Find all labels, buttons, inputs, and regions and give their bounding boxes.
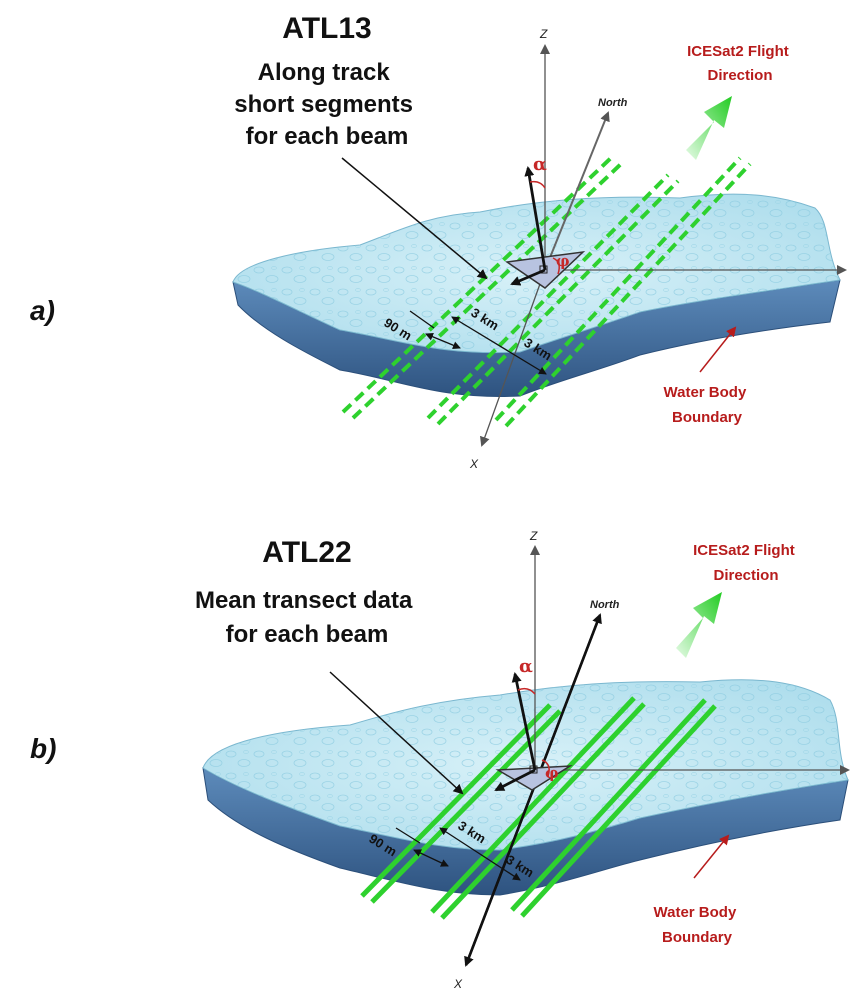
beam-track [351, 161, 624, 420]
phi-arc [541, 759, 550, 777]
coordinate-axes [464, 545, 850, 967]
boundary-pointer [693, 834, 730, 879]
flight-direction-label: ICESat2 Flight Direction [693, 542, 799, 584]
north-label: North [598, 97, 628, 109]
z-axis-label: Z [539, 27, 548, 41]
alpha-label: α [519, 656, 533, 677]
flight-direction-arrow [686, 96, 732, 160]
subtitle-line: Along track [258, 59, 391, 86]
alpha-arc [517, 687, 536, 695]
phi-label: φ [545, 764, 559, 782]
dimension-markers [409, 310, 547, 375]
beam-track [494, 156, 742, 422]
boundary-label: Water Body Boundary [664, 384, 751, 426]
panel-subtitle: Along track short segments for each beam [234, 59, 419, 150]
beam-vector-2 [510, 268, 546, 286]
north-label: North [590, 599, 620, 611]
panel-title: ATL22 [262, 536, 351, 569]
coordinate-axes [480, 44, 847, 447]
boundary-pointer [699, 326, 737, 373]
boundary-label: Water Body Boundary [654, 904, 741, 946]
panel-subtitle: Mean transect data for each beam [195, 587, 419, 648]
x-axis-label: X [453, 977, 463, 991]
beam-track [520, 704, 717, 918]
alpha-arc [529, 180, 546, 189]
title-pointer [341, 157, 488, 280]
beam-vector-2 [494, 768, 536, 792]
x-axis-label: X [469, 457, 479, 471]
phi-label: φ [556, 252, 570, 270]
beam-track [440, 702, 646, 920]
subtitle-line: short segments [234, 91, 413, 118]
subtitle-line: for each beam [246, 123, 409, 150]
panel-letter: a) [30, 295, 55, 326]
title-line: ATL13 [282, 12, 371, 45]
north-arrow [544, 111, 610, 271]
subtitle-line: for each beam [226, 621, 389, 648]
flight-direction-label: ICESat2 Flight Direction [687, 43, 793, 84]
phi-arc [552, 257, 560, 275]
panel-letter: b) [30, 733, 56, 764]
z-axis-label: Z [529, 529, 538, 543]
dimension-markers [395, 827, 521, 881]
beam-track [510, 698, 707, 912]
panel-b: b) ATL22 Mean transect data for each bea… [30, 529, 850, 991]
panel-title: ATL13 [282, 12, 371, 45]
beam-track [341, 155, 614, 414]
beam-tracks [341, 155, 752, 428]
title-pointer [329, 671, 464, 795]
panel-a: a) ATL13 Along track short segments for … [30, 12, 847, 471]
beam-vector [524, 166, 547, 271]
beam-track [360, 703, 552, 898]
beam-track [426, 173, 670, 420]
flight-direction-arrow [676, 592, 722, 658]
beam-track [436, 179, 680, 426]
alpha-label: α [533, 154, 547, 175]
beam-track [504, 162, 752, 428]
subtitle-line: Mean transect data [195, 587, 413, 614]
title-line: ATL22 [262, 536, 351, 569]
